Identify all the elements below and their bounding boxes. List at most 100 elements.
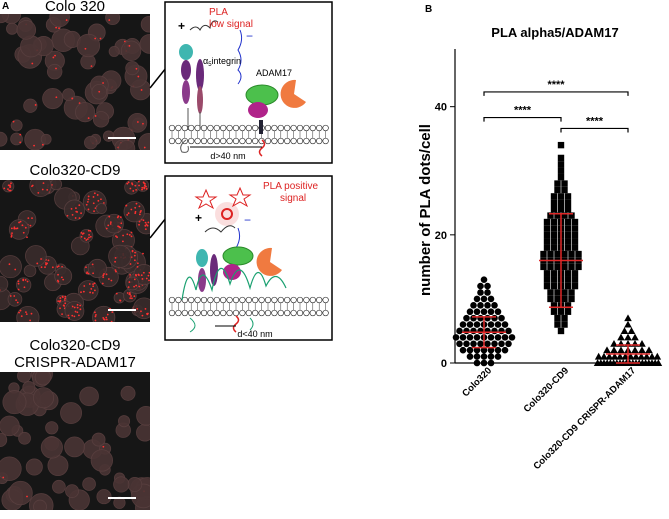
lipid <box>233 310 239 316</box>
pla-dot <box>24 286 26 288</box>
data-point <box>484 340 491 347</box>
pla-dot <box>87 201 89 203</box>
micrographs <box>0 5 159 514</box>
lipid <box>246 310 252 316</box>
data-point <box>467 308 474 315</box>
lipid <box>272 138 278 144</box>
lipid <box>316 138 322 144</box>
pla-dot <box>102 283 104 285</box>
data-point <box>481 296 488 303</box>
data-point <box>481 308 488 315</box>
pla-dot <box>95 115 97 117</box>
data-point <box>474 321 481 328</box>
pla-dot <box>26 496 28 498</box>
pla-dot <box>144 185 146 187</box>
pla-dot <box>130 209 132 211</box>
data-point <box>544 238 550 244</box>
pla-dot <box>153 225 155 227</box>
lipid <box>310 297 316 303</box>
lipid <box>265 310 271 316</box>
data-point <box>558 142 564 148</box>
pla-dot <box>58 265 60 267</box>
pla-dot <box>79 308 81 310</box>
pla-dot <box>91 65 93 67</box>
pla-dot <box>142 253 144 255</box>
lipid <box>169 125 175 131</box>
pla-dot <box>128 212 130 214</box>
data-point <box>498 340 505 347</box>
data-point <box>502 347 509 354</box>
pla-dot <box>114 261 116 263</box>
pla-dot <box>86 204 88 206</box>
lipid <box>259 297 265 303</box>
cell <box>19 432 31 444</box>
pla-dot <box>58 27 60 29</box>
pla-dot <box>74 307 76 309</box>
data-point <box>474 360 481 367</box>
pla-dot <box>136 68 138 70</box>
cell <box>96 203 106 213</box>
lipid <box>284 138 290 144</box>
data-point <box>544 270 550 276</box>
pla-dot <box>130 295 132 297</box>
significance-label: **** <box>586 115 604 127</box>
pla-dot <box>57 281 59 283</box>
pla-dot <box>19 325 21 327</box>
pla-dot <box>10 182 12 184</box>
pla-dot <box>137 121 139 123</box>
cell <box>126 277 139 290</box>
pla-dot <box>141 274 143 276</box>
data-point <box>558 206 564 212</box>
cell <box>17 306 39 328</box>
lipid <box>220 297 226 303</box>
cell <box>66 485 79 498</box>
pla-dot <box>134 259 136 261</box>
data-point <box>554 321 560 327</box>
lipid <box>201 310 207 316</box>
significance-bracket <box>561 128 628 132</box>
panel-label: A <box>2 1 9 12</box>
cell <box>33 388 53 408</box>
pla-dot <box>94 38 96 40</box>
cell <box>26 459 42 475</box>
image-title: Colo320-CD9 <box>30 162 121 179</box>
data-point <box>617 346 625 353</box>
pla-dot <box>27 217 29 219</box>
data-point <box>551 309 557 315</box>
data-point <box>603 346 611 353</box>
data-point <box>495 308 502 315</box>
cell <box>0 416 19 436</box>
data-point <box>631 346 639 353</box>
pla-dot <box>31 217 33 219</box>
protease-label: ADAM17 <box>256 68 292 78</box>
pla-dot <box>81 236 83 238</box>
pla-dot <box>54 55 56 57</box>
pla-dot <box>76 311 78 313</box>
pla-dot <box>85 48 87 50</box>
data-point <box>561 289 567 295</box>
charge-label: + <box>195 211 202 225</box>
data-point <box>568 296 574 302</box>
data-point <box>470 328 477 335</box>
data-point <box>551 200 557 206</box>
pla-dot <box>145 222 147 224</box>
data-point <box>624 314 632 321</box>
data-point <box>477 283 484 290</box>
pla-dot <box>128 286 130 288</box>
data-point <box>621 327 629 334</box>
cell <box>35 369 51 385</box>
integrin <box>182 80 190 104</box>
data-point <box>565 270 571 276</box>
data-point <box>572 270 578 276</box>
pla-dot <box>13 228 15 230</box>
micrograph <box>0 5 159 157</box>
pla-dot <box>19 134 21 136</box>
cell <box>77 34 100 57</box>
data-point <box>558 161 564 167</box>
data-point <box>565 200 571 206</box>
image-title: Colo320-CD9 <box>30 337 121 354</box>
y-axis-label: number of PLA dots/cell <box>417 124 434 296</box>
pla-dot <box>94 290 96 292</box>
data-point <box>572 232 578 238</box>
data-point <box>463 328 470 335</box>
